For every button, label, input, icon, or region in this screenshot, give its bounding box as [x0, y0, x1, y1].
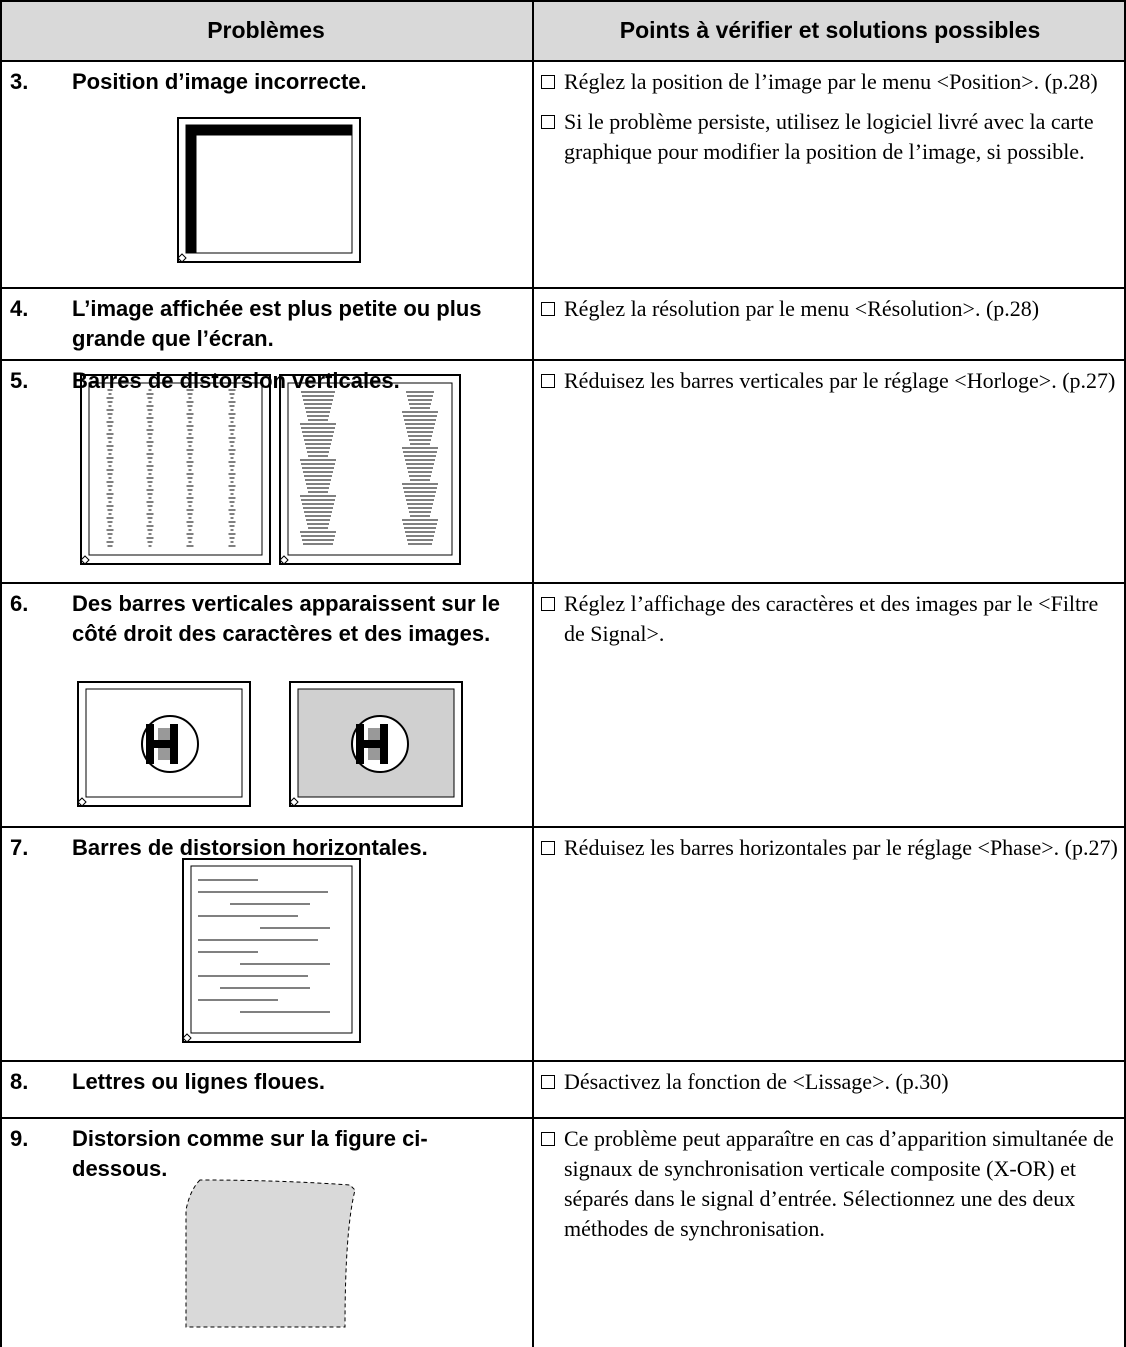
row-border: [0, 60, 1126, 62]
solution-text: Réglez la résolution par le menu <Résolu…: [564, 296, 1040, 321]
solution: Réglez la position de l’image par le men…: [540, 67, 1122, 97]
row-number: 4.: [10, 296, 29, 321]
solution: Si le problème persiste, utilisez le log…: [540, 107, 1122, 167]
checkbox: [541, 597, 555, 611]
distortion-stripes: [106, 389, 438, 547]
row-border: [0, 826, 1126, 828]
row-number: 7.: [10, 835, 29, 860]
problem: Position d’image incorrecte.: [72, 69, 367, 94]
table-border: [1124, 0, 1126, 1347]
solution: Réduisez les barres horizontales par le …: [540, 833, 1122, 863]
checkbox: [541, 841, 555, 855]
solutions: Réglez la résolution par le menu <Résolu…: [540, 294, 1122, 334]
solutions: Réglez la position de l’image par le men…: [540, 67, 1122, 177]
solution: Désactivez la fonction de <Lissage>. (p.…: [540, 1067, 1122, 1097]
column-header: Points à vérifier et solutions possibles: [534, 0, 1126, 60]
row-border: [0, 582, 1126, 584]
problem: L’image affichée est plus petite ou plus…: [72, 296, 482, 351]
checkbox: [541, 115, 555, 129]
problem: Des barres verticales apparaissent sur l…: [72, 591, 501, 646]
solution-text: Réduisez les barres verticales par le ré…: [564, 368, 1116, 393]
table-border: [0, 0, 2, 1347]
solution: Ce problème peut apparaître en cas d’app…: [540, 1124, 1122, 1244]
checkbox: [541, 75, 555, 89]
row-number: 3.: [10, 69, 29, 94]
row-number: 9.: [10, 1126, 29, 1151]
row-number: 5.: [10, 368, 29, 393]
row-number: 6.: [10, 591, 29, 616]
solutions: Désactivez la fonction de <Lissage>. (p.…: [540, 1067, 1122, 1107]
column-divider: [532, 0, 534, 1347]
row-border: [0, 0, 1126, 2]
problem: Barres de distorsion horizontales.: [72, 835, 428, 860]
checkbox: [541, 1075, 555, 1089]
solutions: Réduisez les barres horizontales par le …: [540, 833, 1122, 873]
column-header: Problèmes: [0, 0, 532, 60]
problem: Barres de distorsion verticales.: [72, 368, 400, 393]
row-border: [0, 1060, 1126, 1062]
solution: Réglez l’affichage des caractères et des…: [540, 589, 1122, 649]
row-border: [0, 1117, 1126, 1119]
problem: Lettres ou lignes floues.: [72, 1069, 326, 1094]
problem: Distorsion comme sur la figure ci-dessou…: [72, 1126, 428, 1181]
solutions: Réduisez les barres verticales par le ré…: [540, 366, 1122, 406]
checkbox: [541, 1132, 555, 1146]
solution-text: Si le problème persiste, utilisez le log…: [564, 109, 1094, 164]
solution: Réglez la résolution par le menu <Résolu…: [540, 294, 1122, 324]
solution-text: Réduisez les barres horizontales par le …: [564, 835, 1118, 860]
solution-text: Désactivez la fonction de <Lissage>. (p.…: [564, 1069, 949, 1094]
solutions: Réglez l’affichage des caractères et des…: [540, 589, 1122, 659]
row-border: [0, 359, 1126, 361]
row-number: 8.: [10, 1069, 29, 1094]
solution-text: Réglez l’affichage des caractères et des…: [564, 591, 1099, 646]
solution: Réduisez les barres verticales par le ré…: [540, 366, 1122, 396]
solution-text: Réglez la position de l’image par le men…: [564, 69, 1098, 94]
checkbox: [541, 302, 555, 316]
checkbox: [541, 374, 555, 388]
row-border: [0, 287, 1126, 289]
solutions: Ce problème peut apparaître en cas d’app…: [540, 1124, 1122, 1254]
solution-text: Ce problème peut apparaître en cas d’app…: [564, 1126, 1114, 1241]
